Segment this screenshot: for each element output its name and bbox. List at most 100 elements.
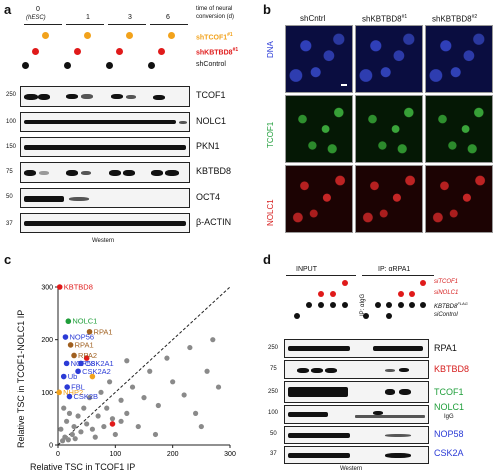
- y-tick-label: 0: [49, 443, 53, 450]
- image-nolc1-shkbtbd8-1: [355, 165, 423, 233]
- scatter-point: [101, 423, 107, 430]
- blot-actin: [20, 213, 190, 233]
- row-label-tcof1: TCOF1: [266, 121, 275, 148]
- point-label: NHP2: [63, 388, 83, 397]
- diagonal-line: [57, 286, 231, 446]
- timepoint-0: 0: [36, 6, 40, 13]
- d-marker-nolc1: 100: [268, 410, 279, 416]
- timepoint-3: 3: [128, 14, 132, 21]
- scatter-point: [84, 421, 90, 427]
- scatter-point: [124, 410, 130, 416]
- blot-pkn1: [20, 137, 190, 157]
- scale-bar: [341, 84, 347, 86]
- x-tick-label: 100: [109, 451, 121, 458]
- scatter-point: [210, 337, 216, 343]
- scatter-point: [152, 431, 159, 438]
- scatter-point: [155, 402, 161, 409]
- labeled-point: [71, 352, 77, 359]
- cond-kbtbd8-flag: KBTBD8FLAG: [434, 301, 468, 310]
- scatter-point: [64, 418, 70, 424]
- scatter-point: [61, 405, 67, 411]
- blot-kbtbd8: [20, 162, 190, 183]
- d-label-nop58: NOP58: [434, 429, 464, 439]
- scatter-point: [118, 397, 124, 403]
- scatter-point: [181, 392, 187, 398]
- input-label: INPUT: [296, 266, 317, 273]
- point-label: RPA1: [94, 327, 113, 336]
- d-label-csk2a: CSK2A: [434, 448, 464, 458]
- label-oct4: OCT4: [196, 192, 221, 202]
- d-blot-nolc1: [284, 405, 429, 424]
- point-label: Ub: [68, 372, 78, 381]
- panel-c-letter: c: [4, 252, 12, 267]
- x-tick-label: 0: [56, 451, 60, 458]
- ip-label: IP: αRPA1: [378, 266, 411, 273]
- point-label: KBTBD8: [64, 283, 93, 292]
- scatter-point-red: [109, 421, 116, 427]
- label-pkn1: PKN1: [196, 141, 220, 151]
- group-line-1: [66, 24, 104, 25]
- d-marker-csk2a: 37: [270, 451, 277, 457]
- scatter-point: [170, 379, 176, 385]
- cond-sicontrol: siControl: [434, 312, 458, 318]
- labeled-point: [65, 318, 72, 325]
- image-dna-shkbtbd8-1: [355, 25, 423, 93]
- d-blot-rpa1: [284, 339, 429, 358]
- marker-oct4: 50: [6, 194, 13, 200]
- scatter-point: [75, 413, 81, 419]
- ip-line: [362, 275, 434, 276]
- label-kbtbd8: KBTBD8: [196, 166, 232, 176]
- blot-tcof1: [20, 86, 190, 107]
- labeled-point: [86, 328, 93, 335]
- panel-a-letter: a: [4, 2, 12, 17]
- label-tcof1: TCOF1: [196, 90, 226, 100]
- cond-sitcof1: siTCOF1: [434, 279, 458, 285]
- labeled-point: [56, 284, 63, 290]
- col-label-shcntrl: shCntrl: [300, 14, 326, 23]
- footer-western-a: Western: [92, 238, 115, 244]
- scatter-point: [109, 416, 116, 422]
- scatter-point: [72, 436, 78, 442]
- scatter-point: [95, 413, 101, 419]
- d-blot-kbtbd8: [284, 360, 429, 379]
- d-marker-tcof1: 250: [268, 389, 279, 395]
- d-blot-nop58: [284, 426, 429, 444]
- d-label-nolc1: NOLC1: [434, 402, 465, 412]
- image-nolc1-shkbtbd8-2: [425, 165, 493, 233]
- scatter-point: [81, 405, 87, 411]
- scatter-point: [58, 426, 64, 432]
- point-label: NOP56: [69, 333, 94, 342]
- scatter-point: [204, 368, 210, 374]
- marker-pkn1: 150: [6, 144, 17, 150]
- input-line: [286, 275, 356, 276]
- scatter-point: [118, 418, 124, 424]
- labeled-point: [67, 342, 74, 348]
- blot-oct4: [20, 188, 190, 208]
- y-tick-label: 100: [41, 390, 53, 397]
- group-line-6: [150, 24, 188, 25]
- scatter-point: [107, 379, 113, 385]
- d-marker-nop58: 50: [270, 431, 277, 437]
- cond-sinolc1: siNOLC1: [434, 290, 459, 296]
- scatter-point: [129, 384, 136, 390]
- marker-kbtbd8: 75: [6, 169, 13, 175]
- labeled-point: [66, 393, 73, 400]
- d-label-igg: IgG: [444, 414, 454, 420]
- x-tick-label: 200: [167, 451, 179, 458]
- d-label-kbtbd8: KBTBD8: [434, 364, 470, 374]
- point-label: RPA2: [78, 351, 97, 360]
- row-label-nolc1: NOLC1: [266, 199, 275, 226]
- row-label-dna: DNA: [266, 41, 275, 58]
- scatter-point: [69, 431, 75, 438]
- label-actin: β-ACTIN: [196, 217, 232, 227]
- image-dna-shcntrl: [285, 25, 353, 93]
- point-label: FBL: [71, 383, 85, 392]
- d-blot-tcof1: [284, 381, 429, 403]
- cond-shcontrol: shControl: [196, 61, 226, 68]
- image-tcof1-shkbtbd8-2: [425, 95, 493, 163]
- labeled-point: [56, 389, 62, 396]
- point-label: CSK2A2: [82, 367, 111, 376]
- d-marker-kbtbd8: 75: [270, 366, 277, 372]
- col-label-shkbtbd8-1: shKBTBD8#1: [362, 14, 408, 24]
